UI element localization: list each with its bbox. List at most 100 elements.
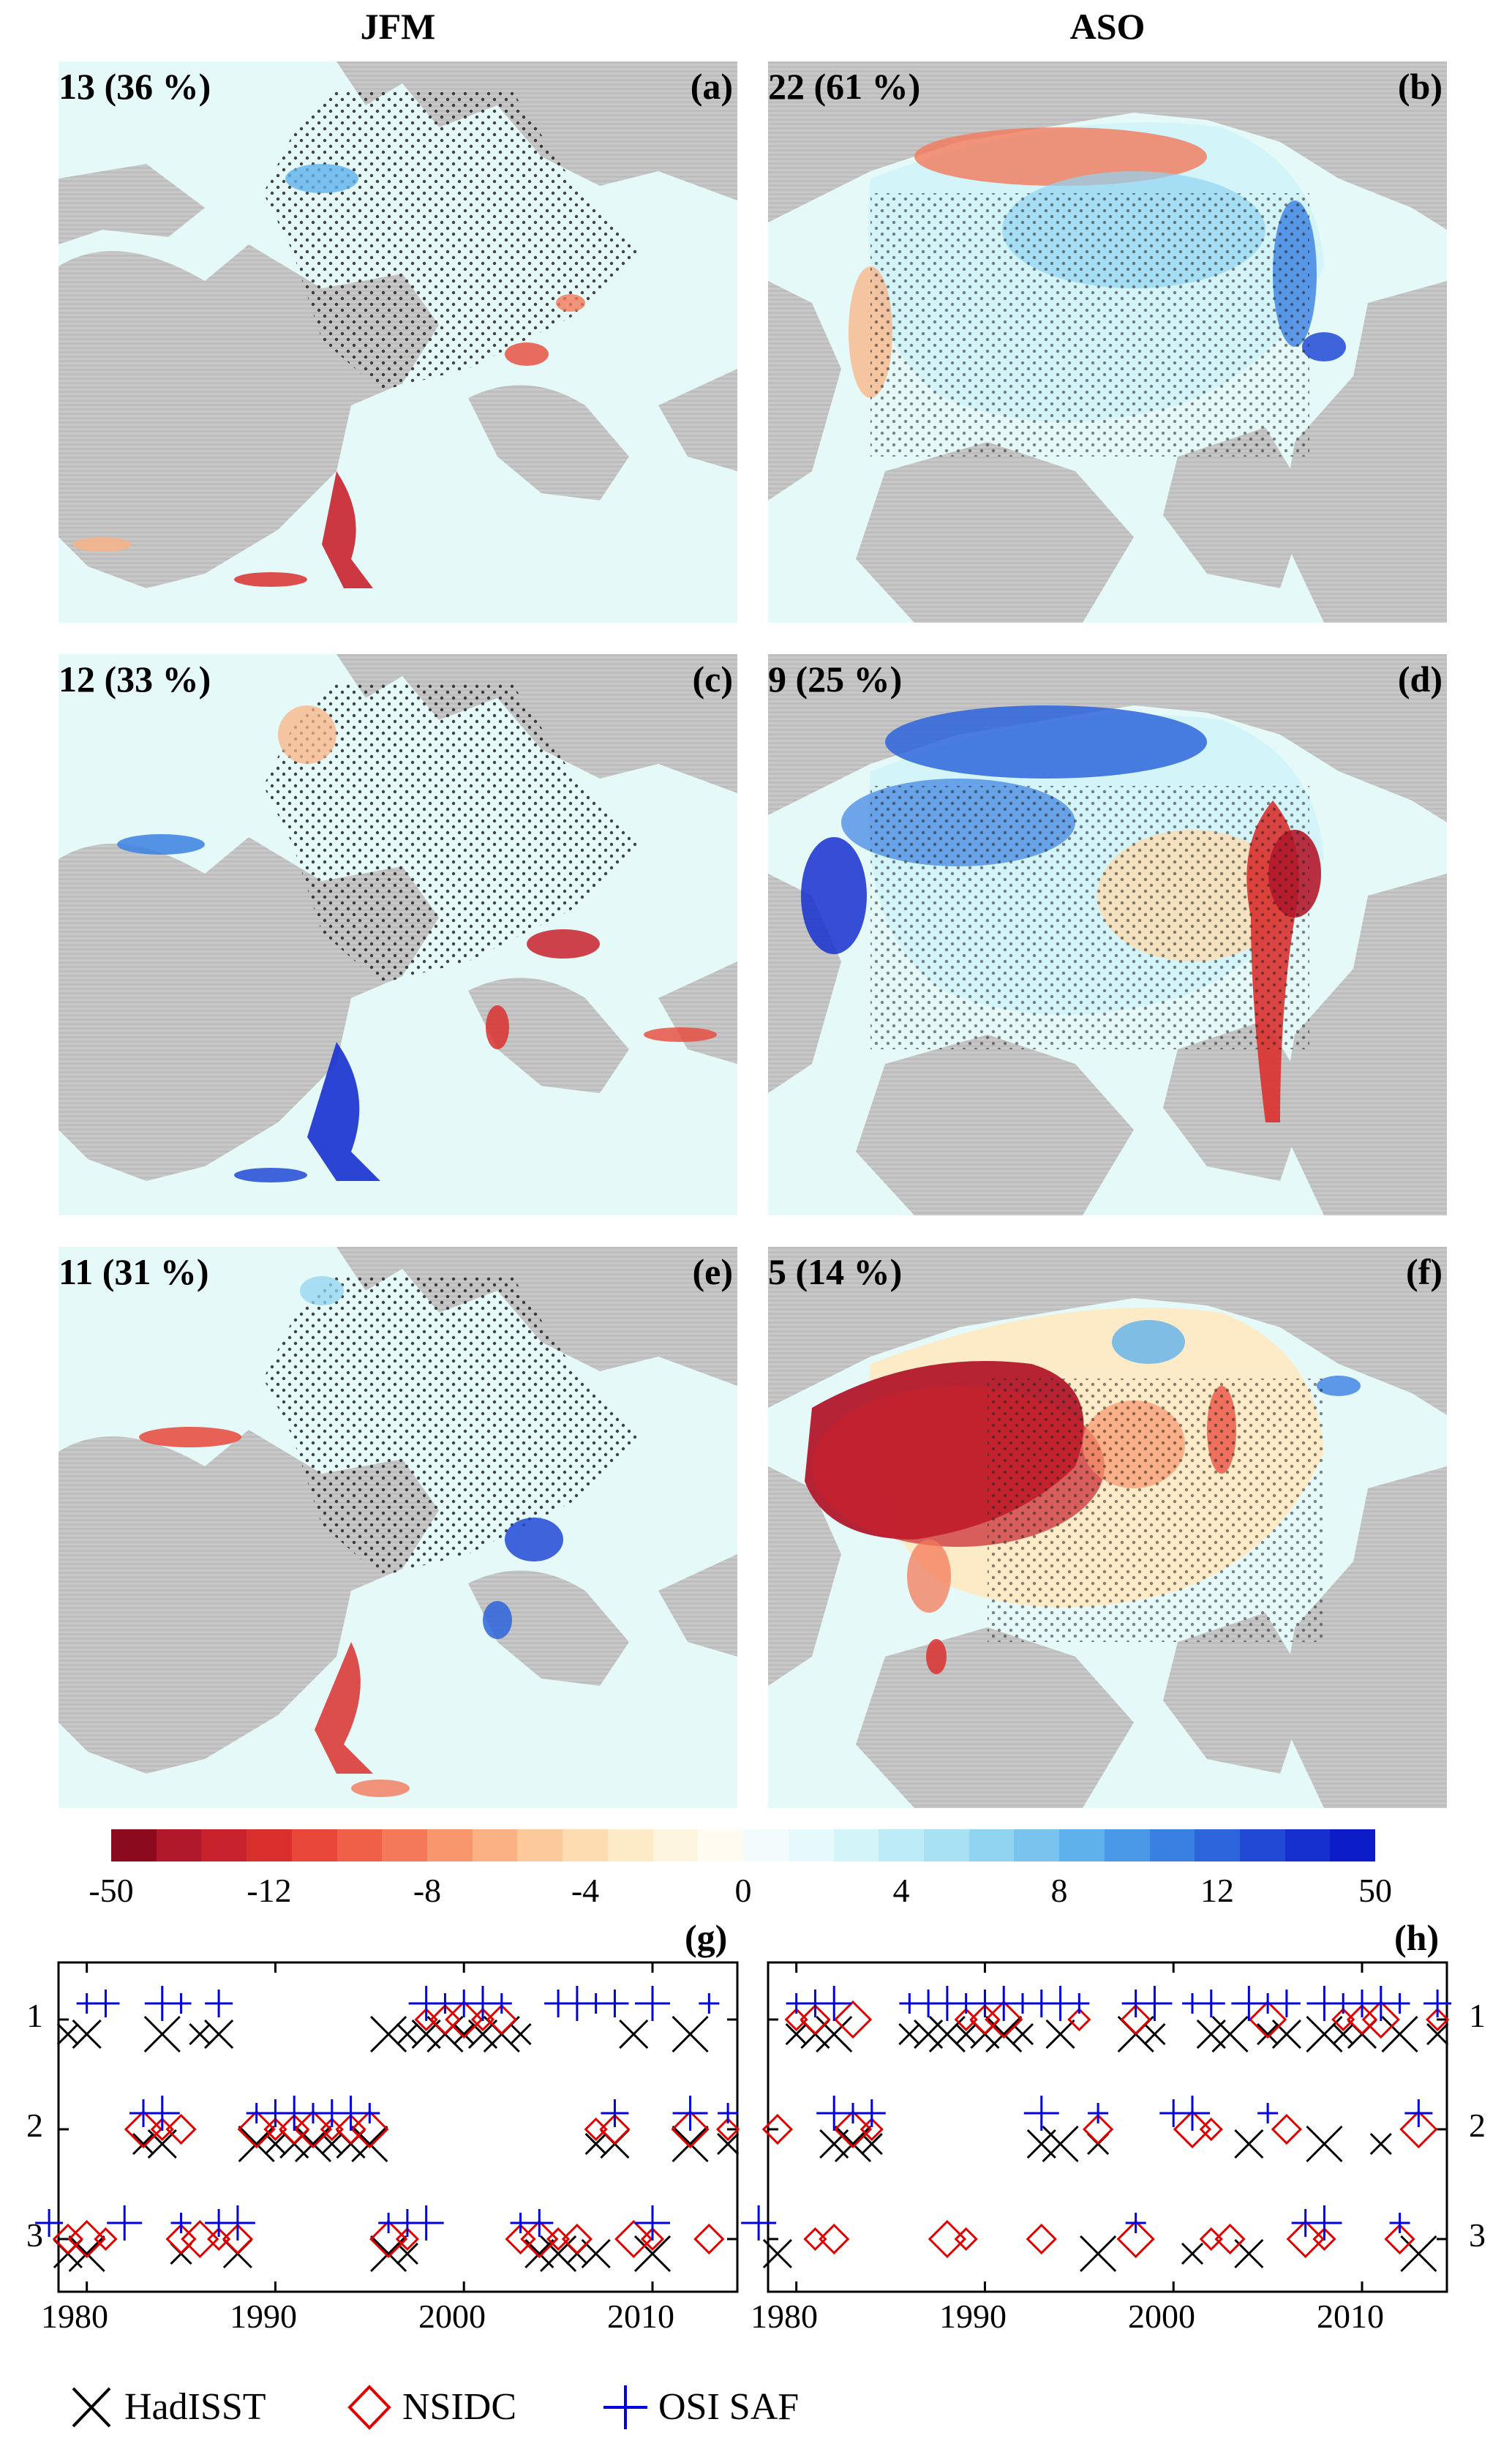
year-tick-g: 1980	[41, 2298, 108, 2335]
nsidc-marker	[1384, 2223, 1415, 2255]
colorbar-segment	[923, 1829, 969, 1861]
map-d-svg	[768, 654, 1447, 1215]
hadisst-marker	[1234, 2129, 1264, 2159]
hadisst-marker	[204, 2019, 234, 2050]
nsidc-marker	[640, 2227, 665, 2251]
panel-c-count: 12 (33 %)	[59, 659, 211, 700]
map-panel-c: 12 (33 %) (c)	[59, 654, 737, 1215]
osisaf-marker	[1175, 2096, 1210, 2131]
osisaf-marker	[672, 2096, 708, 2131]
colorbar-segment	[1014, 1829, 1060, 1861]
map-c-svg	[59, 654, 737, 1215]
plus-marker-icon	[603, 2385, 647, 2429]
colorbar-segment	[517, 1829, 563, 1861]
rank-tick-right: 3	[1469, 2216, 1486, 2254]
nsidc-marker	[237, 2110, 276, 2149]
hadisst-marker	[1332, 2022, 1355, 2046]
nsidc-marker	[671, 2110, 710, 2149]
panel-a-count: 13 (36 %)	[59, 66, 211, 107]
osisaf-marker	[1125, 2213, 1146, 2233]
hadisst-marker	[985, 2015, 1023, 2053]
map-panel-b: 22 (61 %) (b)	[768, 61, 1447, 623]
column-title-aso: ASO	[1069, 6, 1146, 47]
nsidc-marker	[350, 2110, 389, 2149]
nsidc-marker	[800, 2003, 831, 2036]
legend-item-hadisst: HadISST	[66, 2378, 315, 2437]
year-tick-h: 1980	[751, 2298, 818, 2335]
nsidc-marker	[520, 2219, 559, 2259]
hadisst-marker	[56, 2022, 79, 2046]
rank-tick-left: 3	[26, 2216, 43, 2254]
nsidc-marker	[969, 2003, 1001, 2036]
nsidc-marker	[445, 2000, 484, 2039]
hadisst-marker	[1080, 2235, 1117, 2273]
hadisst-marker	[898, 2022, 921, 2046]
rank-tick-right: 1	[1469, 1997, 1486, 2034]
colorbar-tick-label: -50	[89, 1872, 134, 1909]
rank-tick-left: 2	[26, 2107, 43, 2144]
colorbar-tick-label: -4	[571, 1872, 600, 1909]
osisaf-marker	[91, 1990, 120, 2017]
colorbar	[111, 1829, 1376, 1861]
panel-f-letter: (f)	[1406, 1251, 1443, 1292]
rank-tick-right: 2	[1469, 2107, 1486, 2144]
osisaf-marker	[1197, 1990, 1225, 2017]
colorbar-segment	[247, 1829, 292, 1861]
panel-a-letter: (a)	[690, 66, 733, 107]
colorbar-segment	[698, 1829, 744, 1861]
panel-e-count: 11 (31 %)	[59, 1251, 209, 1292]
osisaf-marker	[1088, 2103, 1109, 2123]
hadisst-marker	[320, 2132, 343, 2156]
legend: HadISST NSIDC OSI SAF	[66, 2378, 1017, 2437]
osisaf-marker	[816, 1986, 852, 2021]
nsidc-marker	[94, 2227, 118, 2251]
panel-h-label: (h)	[1394, 1917, 1440, 1958]
hadisst-marker	[1181, 2242, 1204, 2265]
map-panel-f: 5 (14 %) (f)	[768, 1247, 1447, 1808]
nsidc-marker	[1199, 2227, 1223, 2251]
osisaf-marker	[1257, 2103, 1279, 2123]
colorbar-tick-label: -12	[247, 1872, 292, 1909]
nsidc-marker	[1346, 2003, 1378, 2036]
map-panel-e: 11 (31 %) (e)	[59, 1247, 737, 1808]
nsidc-marker	[614, 2219, 653, 2259]
hadisst-marker	[72, 2019, 102, 2050]
hadisst-marker	[619, 2019, 649, 2050]
colorbar-tick-label: 12	[1200, 1872, 1234, 1909]
osisaf-marker	[35, 2209, 64, 2237]
colorbar-segment	[1195, 1829, 1240, 1861]
map-panel-d: 9 (25 %) (d)	[768, 654, 1447, 1215]
panel-b-letter: (b)	[1397, 66, 1443, 107]
colorbar-segment	[472, 1829, 518, 1861]
nsidc-marker	[561, 2223, 593, 2255]
colorbar-segment	[1239, 1829, 1285, 1861]
year-tick-h: 1990	[939, 2298, 1007, 2335]
panel-c-letter: (c)	[692, 659, 734, 700]
nsidc-marker	[693, 2223, 725, 2255]
osisaf-marker	[170, 1993, 192, 2014]
colorbar-tick-label: -8	[413, 1872, 442, 1909]
hadisst-marker	[672, 2125, 709, 2163]
colorbar-segment	[336, 1829, 383, 1861]
panel-d-letter: (d)	[1397, 659, 1443, 700]
legend-label: NSIDC	[402, 2386, 517, 2428]
nsidc-marker	[1286, 2219, 1325, 2259]
osisaf-marker	[635, 2205, 670, 2241]
osisaf-marker	[1069, 1993, 1090, 2014]
osisaf-marker	[601, 2099, 629, 2127]
nsidc-marker	[222, 2223, 254, 2255]
diamond-marker-icon	[347, 2385, 391, 2430]
nsidc-marker	[954, 2227, 978, 2251]
nsidc-marker	[505, 2223, 536, 2255]
nsidc-marker	[1173, 2110, 1212, 2149]
nsidc-marker	[293, 2110, 333, 2149]
nsidc-marker	[833, 2000, 873, 2039]
osisaf-marker	[1389, 2213, 1410, 2233]
osisaf-marker	[408, 2205, 444, 2241]
hadisst-marker	[955, 2022, 977, 2046]
hadisst-marker	[1045, 2019, 1075, 2050]
osisaf-marker	[601, 1990, 629, 2017]
nsidc-marker	[1271, 2113, 1303, 2145]
hadisst-marker	[633, 2235, 672, 2273]
hadisst-marker	[1400, 2235, 1437, 2273]
